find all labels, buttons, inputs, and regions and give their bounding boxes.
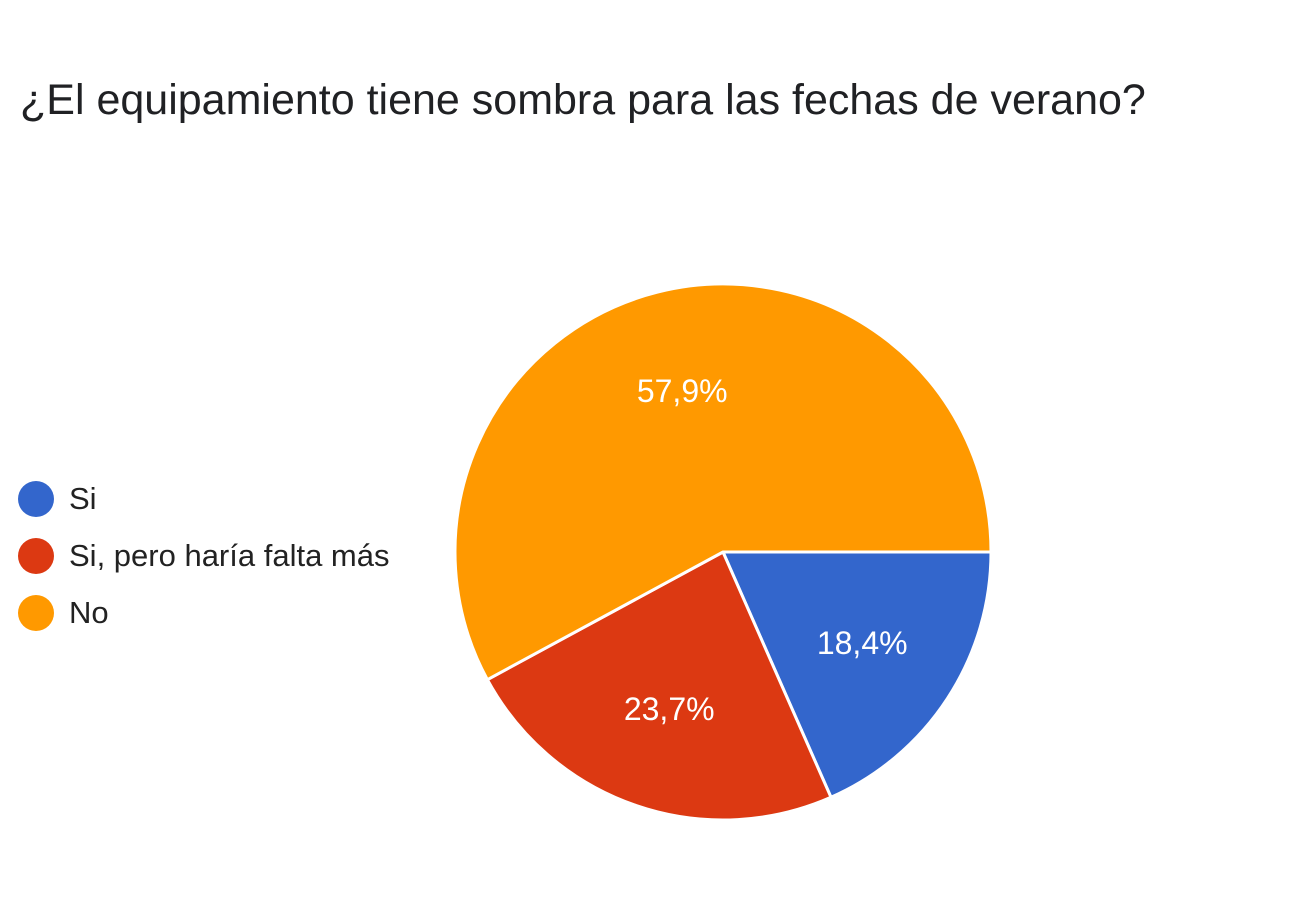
- pie-slice-label-si: 18,4%: [817, 625, 908, 661]
- pie-slices: [453, 282, 993, 822]
- legend-swatch-si: [18, 480, 54, 517]
- legend-item-no[interactable]: No: [18, 584, 390, 641]
- legend-label-no: No: [69, 594, 109, 630]
- pie-slice-label-no: 57,9%: [637, 373, 728, 409]
- legend-item-si[interactable]: Si: [18, 470, 390, 527]
- pie-slice-labels: 18,4% 23,7% 57,9%: [624, 373, 908, 727]
- pie-slice-si[interactable]: [721, 550, 993, 799]
- chart-title: ¿El equipamiento tiene sombra para las f…: [20, 76, 1146, 124]
- pie-slice-label-si-pero: 23,7%: [624, 691, 715, 727]
- legend-swatch-si-pero: [18, 537, 54, 574]
- legend-label-si-pero: Si, pero haría falta más: [69, 537, 390, 573]
- legend-label-si: Si: [69, 480, 97, 516]
- legend: Si Si, pero haría falta más No: [18, 470, 390, 641]
- legend-item-si-pero[interactable]: Si, pero haría falta más: [18, 527, 390, 584]
- pie-slice-si-pero[interactable]: [485, 550, 833, 822]
- pie-slice-no[interactable]: [453, 282, 993, 682]
- legend-swatch-no: [18, 594, 54, 631]
